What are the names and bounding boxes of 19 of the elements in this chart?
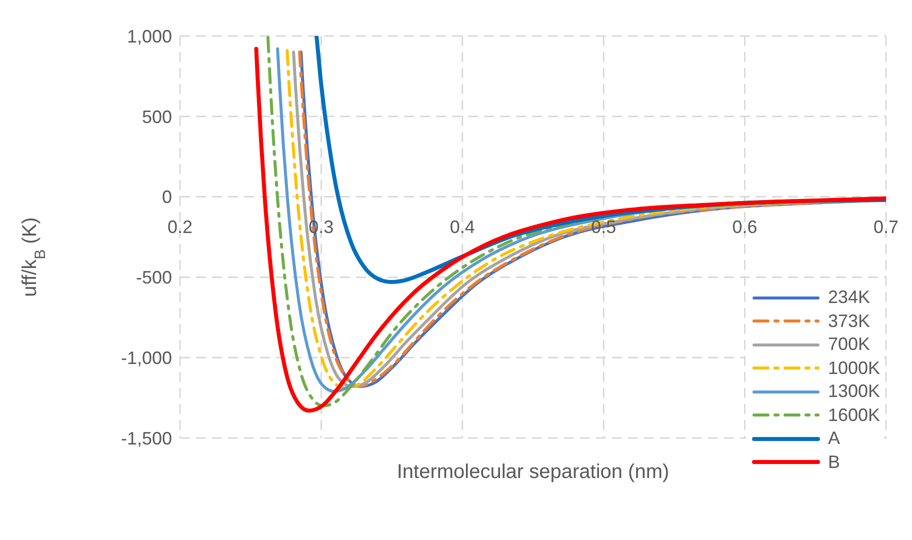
y-tick-label: -500 bbox=[136, 268, 172, 288]
legend-label: 1600K bbox=[828, 404, 880, 426]
legend-label: 1300K bbox=[828, 381, 880, 402]
legend-label: A bbox=[828, 428, 840, 450]
x-tick-label: 0.7 bbox=[873, 216, 899, 237]
x-tick-label: 0.2 bbox=[167, 216, 193, 237]
y-tick-label: 1,000 bbox=[126, 26, 172, 46]
legend-label: 1000K bbox=[828, 358, 880, 379]
y-tick-label: -1,000 bbox=[120, 348, 172, 368]
y-tick-label: 0 bbox=[162, 187, 172, 208]
legend-label: 700K bbox=[828, 334, 870, 356]
legend-label: B bbox=[828, 452, 840, 473]
x-axis-title: Intermolecular separation (nm) bbox=[396, 461, 670, 483]
legend-label: 373K bbox=[828, 310, 870, 332]
y-tick-label: -1,500 bbox=[120, 428, 172, 448]
x-tick-label: 0.6 bbox=[732, 216, 758, 237]
legend-label: 234K bbox=[828, 287, 870, 308]
x-tick-label: 0.4 bbox=[450, 216, 475, 237]
y-tick-label: 500 bbox=[142, 106, 172, 127]
